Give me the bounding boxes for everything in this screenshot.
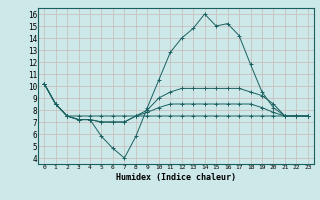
X-axis label: Humidex (Indice chaleur): Humidex (Indice chaleur) (116, 173, 236, 182)
